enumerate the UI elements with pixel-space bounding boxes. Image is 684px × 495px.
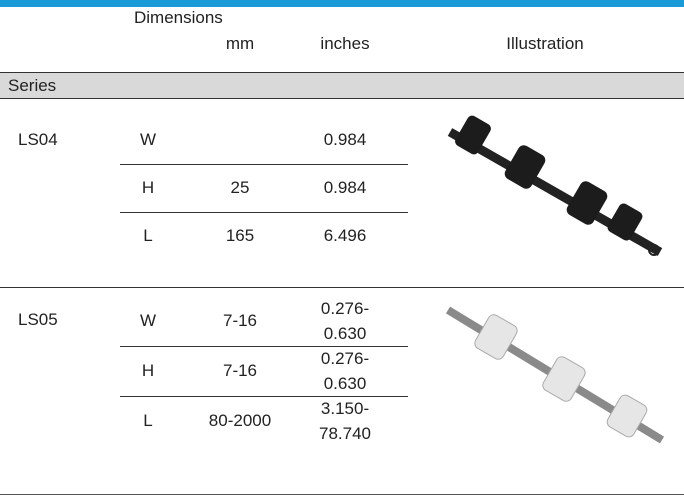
header-mm: mm (226, 32, 254, 56)
rule (0, 287, 684, 288)
dimension: W (140, 128, 156, 152)
rule (0, 98, 684, 99)
header-illustration: Illustration (506, 32, 583, 56)
inches-value: 0.984 (324, 176, 367, 200)
illustration-ls05 (440, 300, 670, 460)
mm-value: 165 (226, 224, 254, 248)
dimension: H (142, 359, 154, 383)
mm-value: 80-2000 (209, 409, 271, 433)
inches-value: 0.630 (324, 322, 367, 346)
series-label: LS05 (18, 308, 58, 332)
dimension: L (143, 409, 152, 433)
inches-value: 6.496 (324, 224, 367, 248)
inches-value: 78.740 (319, 422, 371, 446)
inches-value: 0.276- (321, 297, 369, 321)
header-inches: inches (320, 32, 369, 56)
mm-value: 7-16 (223, 359, 257, 383)
inches-value: 0.984 (324, 128, 367, 152)
page: Dimensions mm inches Illustration Series… (0, 0, 684, 495)
inches-value: 3.150- (321, 397, 369, 421)
section-band (0, 73, 684, 98)
section-label: Series (8, 74, 56, 98)
mm-value: 7-16 (223, 309, 257, 333)
inches-value: 0.276- (321, 347, 369, 371)
inches-value: 0.630 (324, 372, 367, 396)
dimension: L (143, 224, 152, 248)
header-dimensions: Dimensions (134, 6, 223, 30)
series-label: LS04 (18, 128, 58, 152)
row-rule (120, 212, 408, 213)
dimension: H (142, 176, 154, 200)
illustration-ls04 (440, 112, 670, 272)
dimension: W (140, 309, 156, 333)
row-rule (120, 164, 408, 165)
top-bar (0, 0, 684, 7)
mm-value: 25 (231, 176, 250, 200)
